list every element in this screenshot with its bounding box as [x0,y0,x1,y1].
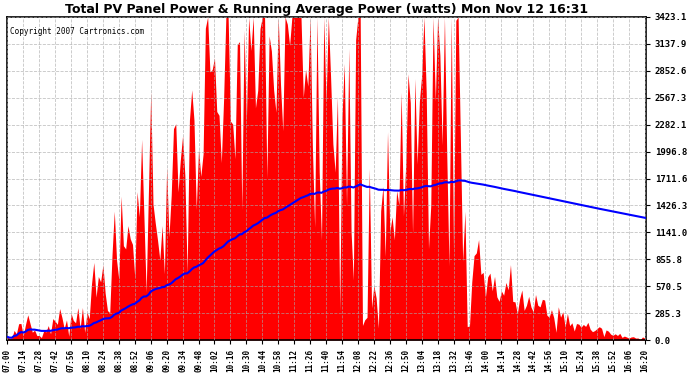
Title: Total PV Panel Power & Running Average Power (watts) Mon Nov 12 16:31: Total PV Panel Power & Running Average P… [65,3,588,16]
Text: Copyright 2007 Cartronics.com: Copyright 2007 Cartronics.com [10,27,145,36]
